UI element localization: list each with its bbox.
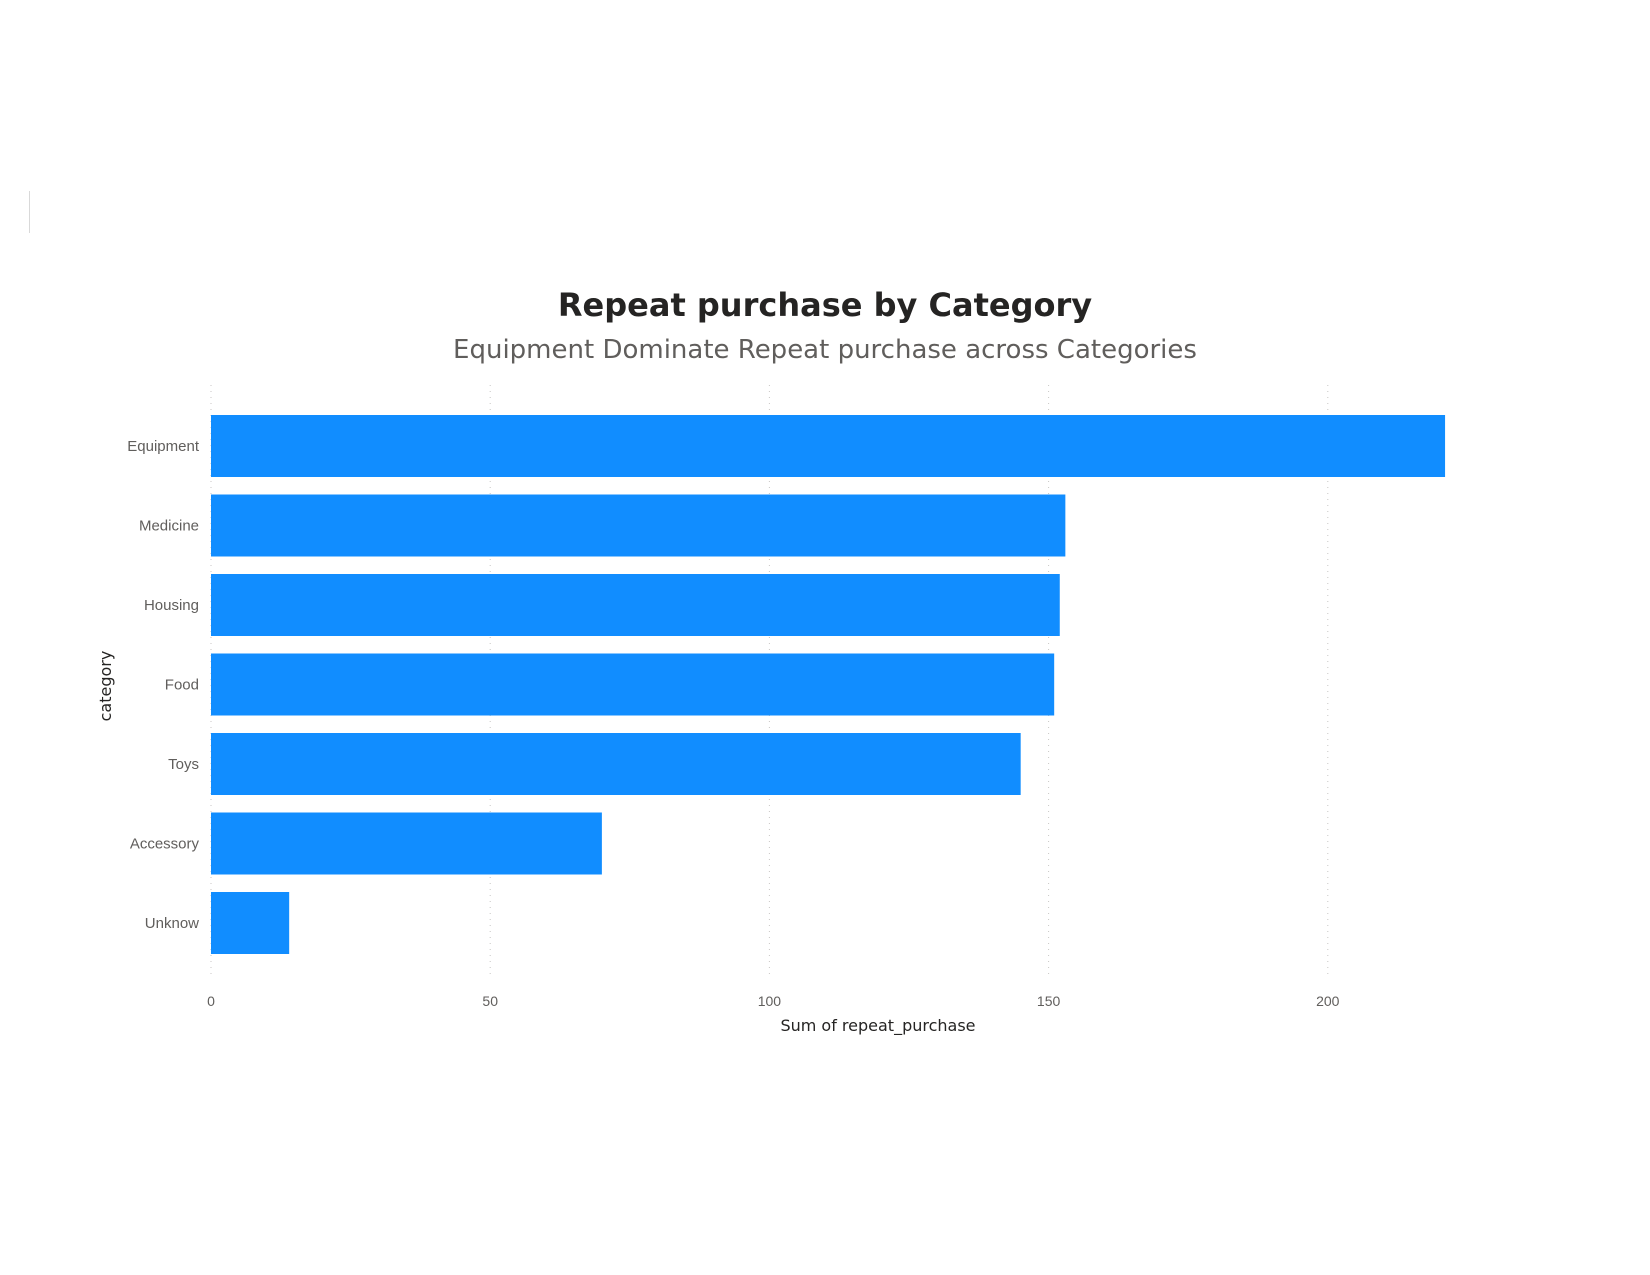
canvas-edge-marker [29,191,30,233]
chart-subtitle: Equipment Dominate Repeat purchase acros… [453,335,1197,365]
category-label-toys: Toys [168,756,199,773]
category-label-unknow: Unknow [145,915,199,932]
category-label-accessory: Accessory [130,836,200,853]
x-axis-title: Sum of repeat_purchase [780,1016,975,1036]
category-label-food: Food [165,677,199,694]
x-tick-label: 150 [1037,993,1061,1009]
category-label-housing: Housing [144,597,199,614]
bar-toys[interactable] [211,733,1021,795]
bar-medicine[interactable] [211,494,1066,557]
category-labels: Equipment Medicine Housing Food Toys Accessor… [127,438,200,932]
x-tick-label: 100 [758,993,782,1009]
bar-housing[interactable] [211,574,1060,636]
bar-food[interactable] [211,653,1055,716]
x-tick-labels: 0 50 100 150 200 [207,993,1340,1009]
category-label-medicine: Medicine [139,518,199,535]
x-tick-label: 200 [1316,993,1340,1009]
x-tick-label: 50 [482,993,498,1009]
bar-unknow[interactable] [211,892,290,954]
bar-accessory[interactable] [211,812,602,875]
category-label-equipment: Equipment [127,438,200,455]
bar-equipment[interactable] [211,415,1446,477]
chart-title: Repeat purchase by Category [558,286,1092,324]
y-axis-title: category [96,651,115,722]
x-tick-label: 0 [207,993,215,1009]
bars [211,415,1446,954]
